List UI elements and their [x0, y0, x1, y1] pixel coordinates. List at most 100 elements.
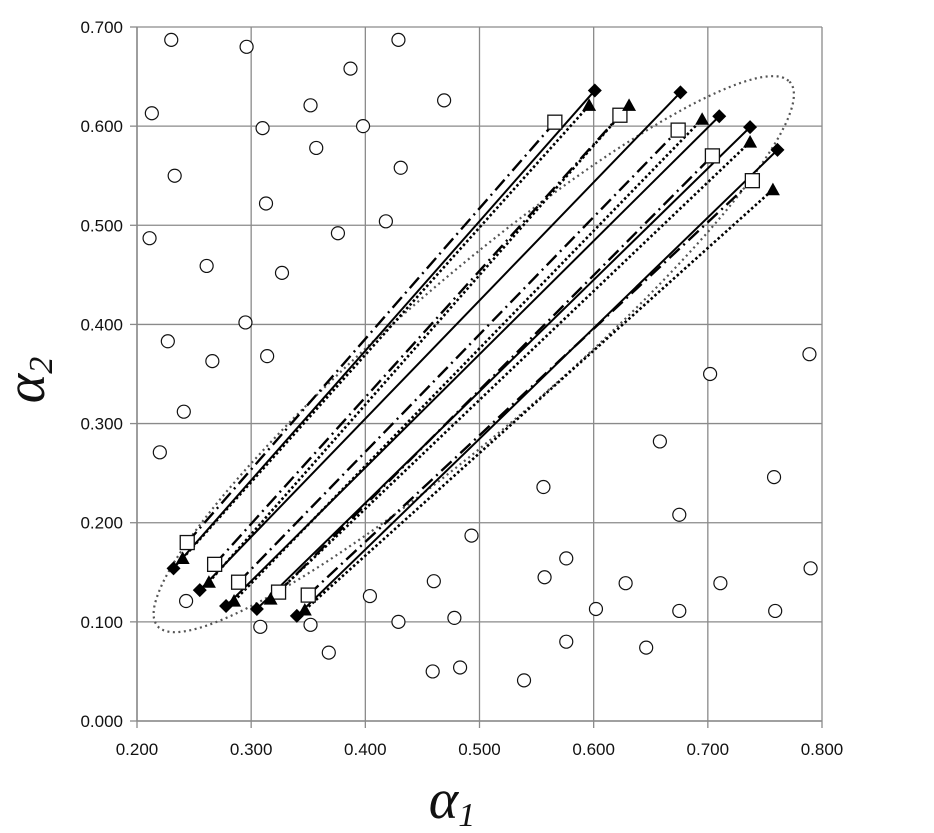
data-point-square	[547, 114, 563, 130]
data-point-circle	[588, 601, 604, 617]
data-point-circle	[802, 347, 817, 362]
data-point-circle	[274, 265, 290, 280]
series-line-solid	[296, 149, 779, 617]
y-tick-label: 0.500	[80, 216, 123, 235]
data-point-circle	[144, 106, 159, 121]
data-point-circle	[559, 634, 574, 649]
data-point-circle	[239, 39, 254, 54]
data-point-diamond	[712, 109, 727, 124]
data-point-triangle	[227, 594, 242, 607]
data-point-triangle	[743, 135, 758, 148]
data-point-circle	[303, 617, 318, 632]
data-point-square	[704, 148, 721, 164]
data-point-triangle	[201, 575, 216, 588]
x-tick-label: 0.800	[801, 740, 844, 759]
data-point-square	[744, 173, 761, 189]
data-point-circle	[425, 664, 440, 679]
data-point-circle	[713, 576, 728, 591]
data-point-circle	[672, 603, 687, 619]
data-point-triangle	[622, 98, 637, 111]
data-point-circle	[391, 614, 406, 629]
data-point-circle	[672, 507, 687, 522]
x-tick-label: 0.400	[344, 740, 387, 759]
y-tick-label: 0.400	[80, 315, 123, 334]
data-point-circle	[321, 645, 336, 660]
y-axis-title-sub: 2	[23, 357, 60, 374]
data-point-circle	[238, 315, 253, 330]
data-point-diamond	[770, 142, 785, 157]
series-line-dotted	[207, 104, 631, 584]
data-point-circle	[452, 660, 468, 675]
series-line-dash-dot	[307, 179, 754, 596]
data-point-circle	[260, 349, 275, 364]
data-point-circle	[378, 214, 393, 229]
data-point-circle	[164, 32, 179, 47]
series-markers	[142, 32, 818, 688]
data-point-circle	[652, 434, 667, 449]
data-point-circle	[253, 619, 268, 634]
data-point-circle	[437, 93, 452, 108]
tick-labels: 0.200 0.300 0.400 0.500 0.600 0.700 0.800 0.000…	[80, 18, 843, 759]
series-line-solid	[256, 126, 751, 610]
data-point-square	[670, 122, 686, 138]
data-point-triangle	[765, 182, 780, 196]
series-line-dash-dot	[213, 114, 621, 566]
x-axis-title: α1	[429, 769, 475, 833]
data-point-circle	[309, 140, 324, 156]
data-point-circle	[205, 354, 220, 369]
series-line-dash-dot	[237, 129, 680, 584]
data-point-circle	[703, 366, 718, 382]
data-point-circle	[330, 226, 346, 241]
data-point-circle	[176, 404, 191, 419]
data-point-square	[206, 556, 223, 573]
x-axis-title-main: α	[429, 769, 460, 831]
x-tick-label: 0.600	[572, 740, 615, 759]
y-axis-title: α2	[0, 357, 60, 403]
series-line-solid	[172, 89, 596, 569]
data-point-circle	[447, 610, 462, 625]
data-point-circle	[255, 121, 270, 136]
series-line-dotted	[269, 141, 751, 600]
series-line-dash-dot	[186, 121, 556, 544]
data-point-circle	[258, 196, 274, 211]
data-point-triangle	[297, 602, 312, 616]
x-tick-label: 0.500	[458, 740, 501, 759]
x-axis-title-sub: 1	[458, 797, 475, 833]
data-point-diamond	[587, 83, 602, 98]
y-tick-label: 0.600	[80, 117, 123, 136]
x-tick-label: 0.300	[230, 740, 273, 759]
data-point-circle	[393, 160, 408, 175]
y-axis-title-main: α	[0, 372, 57, 403]
region-ellipse	[152, 75, 796, 634]
data-point-circle	[768, 603, 783, 619]
data-point-square	[179, 534, 195, 551]
series-line-dotted	[181, 104, 591, 560]
data-point-circle	[536, 479, 551, 495]
axes	[130, 26, 823, 728]
data-point-triangle	[175, 551, 190, 565]
data-point-square	[612, 107, 628, 123]
data-point-circle	[167, 168, 182, 183]
series-line-solid	[199, 91, 682, 591]
data-point-circle	[639, 640, 654, 655]
data-point-square	[300, 587, 316, 603]
data-point-circle	[766, 470, 782, 485]
data-point-circle	[199, 258, 214, 274]
series-line-solid	[225, 115, 720, 607]
data-point-triangle	[582, 98, 597, 111]
data-point-circle	[160, 334, 175, 349]
data-point-circle	[426, 574, 441, 589]
data-point-circle	[355, 119, 371, 134]
x-tick-label: 0.200	[116, 740, 159, 759]
data-point-circle	[152, 445, 167, 460]
data-point-circle	[516, 673, 532, 688]
y-tick-label: 0.000	[80, 712, 123, 731]
data-point-circle	[464, 528, 479, 543]
data-point-circle	[178, 593, 194, 609]
data-point-circle	[362, 588, 377, 604]
region-ellipse-outline	[152, 75, 796, 634]
series-lines	[172, 89, 779, 617]
y-tick-label: 0.300	[80, 415, 123, 434]
